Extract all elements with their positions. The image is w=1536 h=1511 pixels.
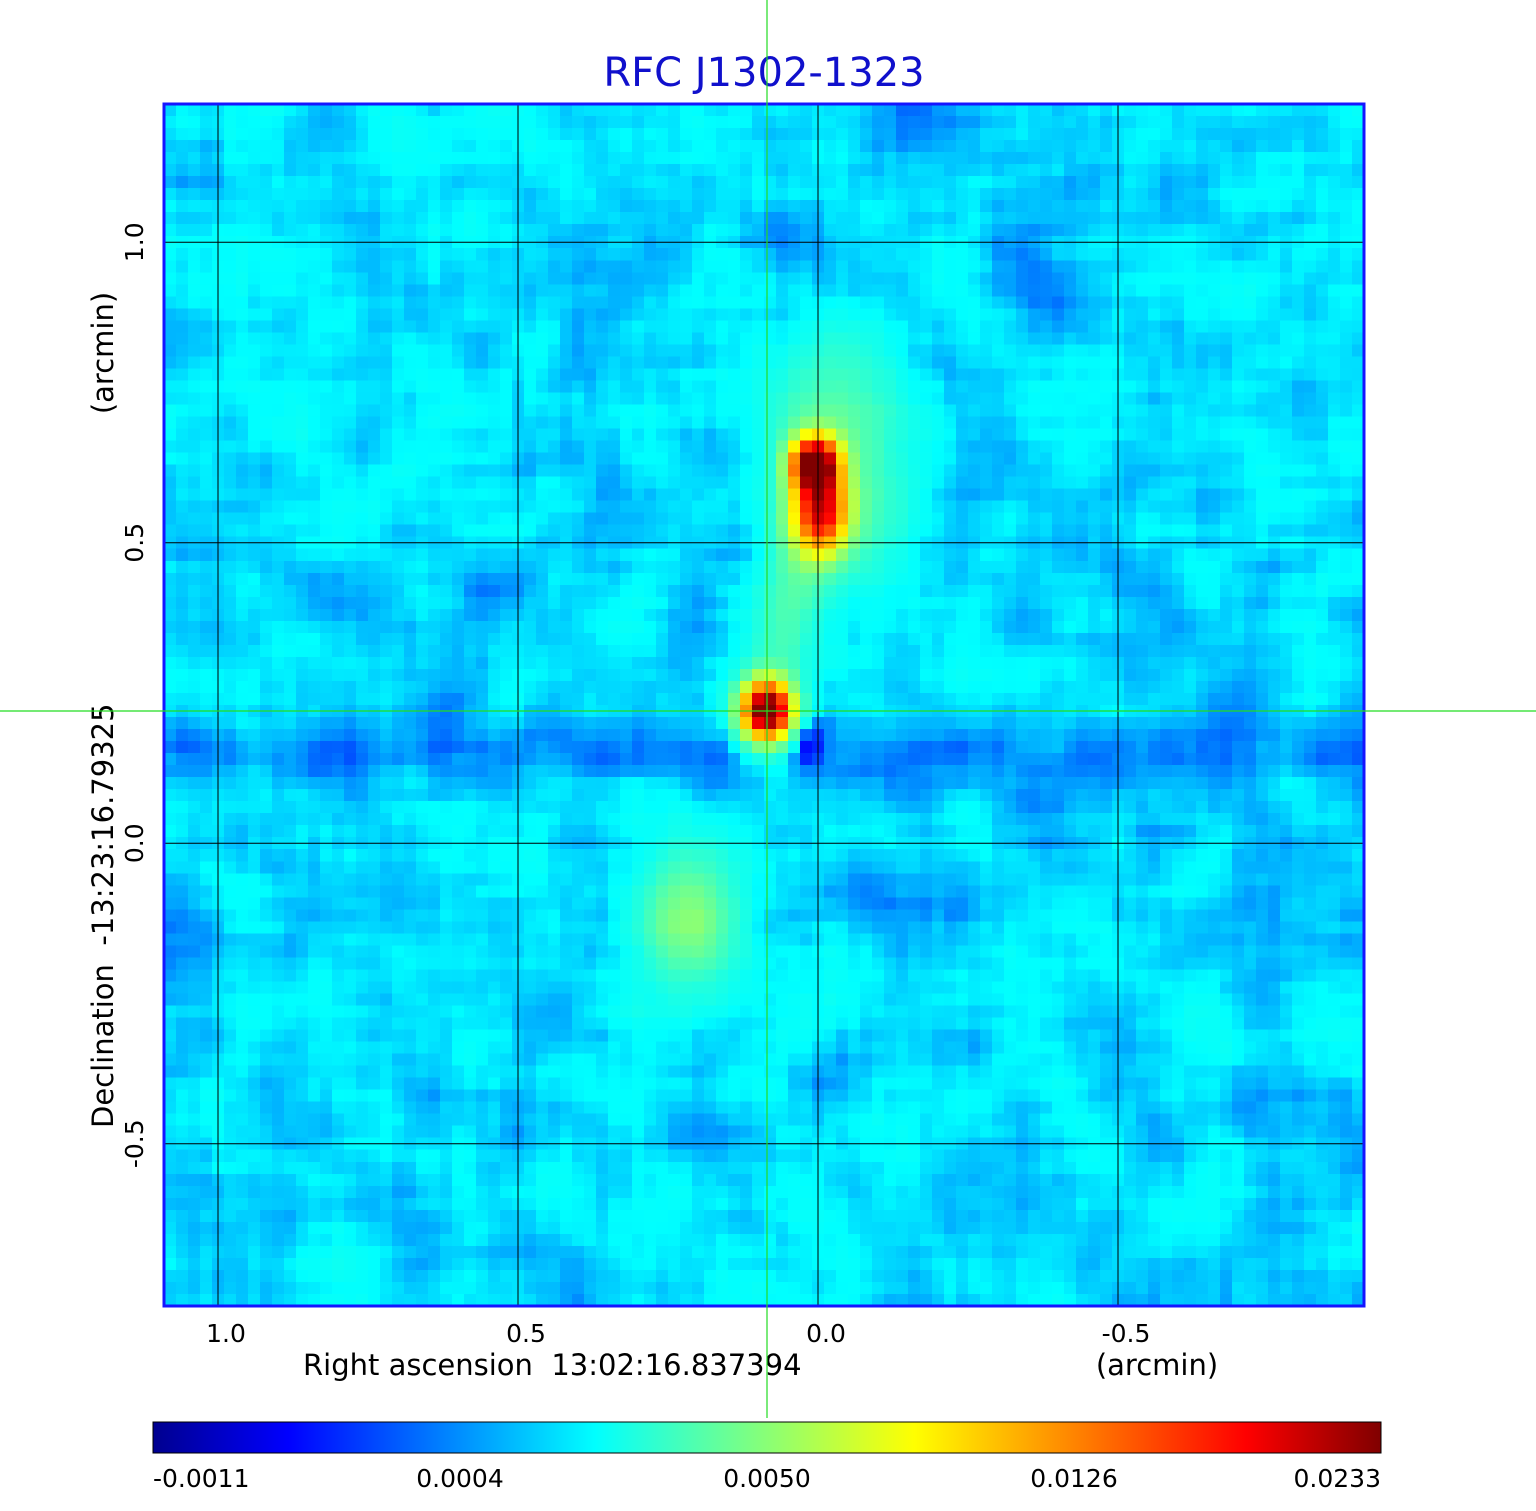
x-axis-unit: (arcmin): [1096, 1348, 1218, 1382]
x-tick-label: 0.5: [506, 1319, 546, 1348]
colorbar-tick-label: 0.0050: [723, 1464, 810, 1493]
y-axis-label: Declination -13:23:16.79325: [86, 703, 120, 1128]
colorbar-tick-label: -0.0011: [153, 1464, 250, 1493]
x-tick-label: 1.0: [206, 1319, 246, 1348]
y-tick-label: -0.5: [120, 1119, 149, 1168]
colorbar: -0.0011 0.0004 0.0050 0.0126 0.0233: [152, 1421, 1382, 1493]
x-tick-label: 0.0: [806, 1319, 846, 1348]
x-tick-labels: 1.0 0.5 0.0 -0.5: [206, 1319, 1150, 1348]
coordinate-grid: [164, 104, 1364, 1306]
plot-frame: [162, 102, 1366, 1308]
colorbar-tick-label: 0.0233: [1294, 1464, 1381, 1493]
heatmap: [164, 104, 1364, 1306]
colorbar-tick-labels: -0.0011 0.0004 0.0050 0.0126 0.0233: [153, 1464, 1381, 1493]
chart-title: RFC J1302-1323: [603, 50, 924, 96]
x-axis-label: Right ascension 13:02:16.837394: [303, 1348, 802, 1382]
x-tick-label: -0.5: [1102, 1319, 1151, 1348]
colorbar-tick-label: 0.0126: [1030, 1464, 1117, 1493]
y-tick-labels: 1.0 0.5 0.0 -0.5: [120, 222, 149, 1168]
y-axis-unit: (arcmin): [86, 292, 120, 414]
plot-area: 1.0 0.5 0.0 -0.5 1.0 0.5 0.0 -0.5: [120, 102, 1366, 1348]
y-tick-label: 1.0: [120, 222, 149, 262]
colorbar-tick-label: 0.0004: [416, 1464, 503, 1493]
crosshair: [0, 0, 1536, 1418]
colorbar-gradient: [152, 1421, 1382, 1454]
y-tick-label: 0.5: [120, 523, 149, 563]
y-tick-label: 0.0: [120, 823, 149, 863]
